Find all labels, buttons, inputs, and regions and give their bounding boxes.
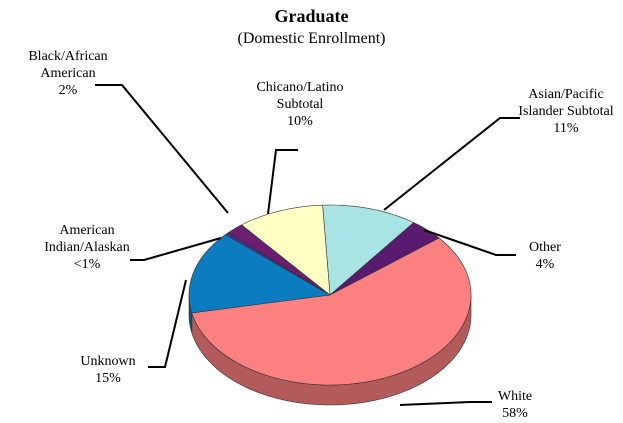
category-label: Asian/Pacific Islander Subtotal xyxy=(518,87,614,119)
leader-line xyxy=(130,237,222,261)
slice-label: Black/African American 2% xyxy=(11,48,126,99)
pie-tops xyxy=(188,204,472,386)
pie-slice xyxy=(322,204,415,296)
slice-label: Unknown 15% xyxy=(68,353,148,387)
slice-label: Asian/Pacific Islander Subtotal 11% xyxy=(516,86,616,137)
slice-label: White 58% xyxy=(485,388,545,422)
category-label: Unknown xyxy=(80,354,136,369)
category-label: Black/African American xyxy=(28,49,108,81)
leader-line xyxy=(423,229,516,256)
pie-slice xyxy=(188,234,331,314)
leader-line xyxy=(148,279,187,368)
pie-slice xyxy=(241,204,331,296)
chart-subtitle: (Domestic Enrollment) xyxy=(237,30,386,47)
value-label: <1% xyxy=(73,257,101,272)
value-label: 10% xyxy=(287,114,313,129)
leader-line xyxy=(399,401,492,406)
leader-line xyxy=(95,84,229,214)
leader-line xyxy=(383,117,520,211)
value-label: 58% xyxy=(502,406,528,421)
value-label: 2% xyxy=(58,83,78,98)
leader-lines xyxy=(95,84,520,406)
leader-line xyxy=(267,149,298,215)
value-label: 15% xyxy=(95,371,121,386)
pie-slice xyxy=(329,222,440,296)
category-label: White xyxy=(497,389,533,404)
value-label: 11% xyxy=(553,121,579,136)
slice-label: Chicano/Latino Subtotal 10% xyxy=(245,79,355,130)
category-label: Chicano/Latino Subtotal xyxy=(256,80,344,112)
slice-label: Other 4% xyxy=(515,239,575,273)
slice-label: American Indian/Alaskan <1% xyxy=(22,222,152,273)
value-label: 4% xyxy=(535,257,555,272)
category-label: American Indian/Alaskan xyxy=(44,223,130,255)
pie-slice xyxy=(191,237,472,386)
category-label: Other xyxy=(529,240,561,255)
chart-title: Graduate xyxy=(274,6,349,26)
